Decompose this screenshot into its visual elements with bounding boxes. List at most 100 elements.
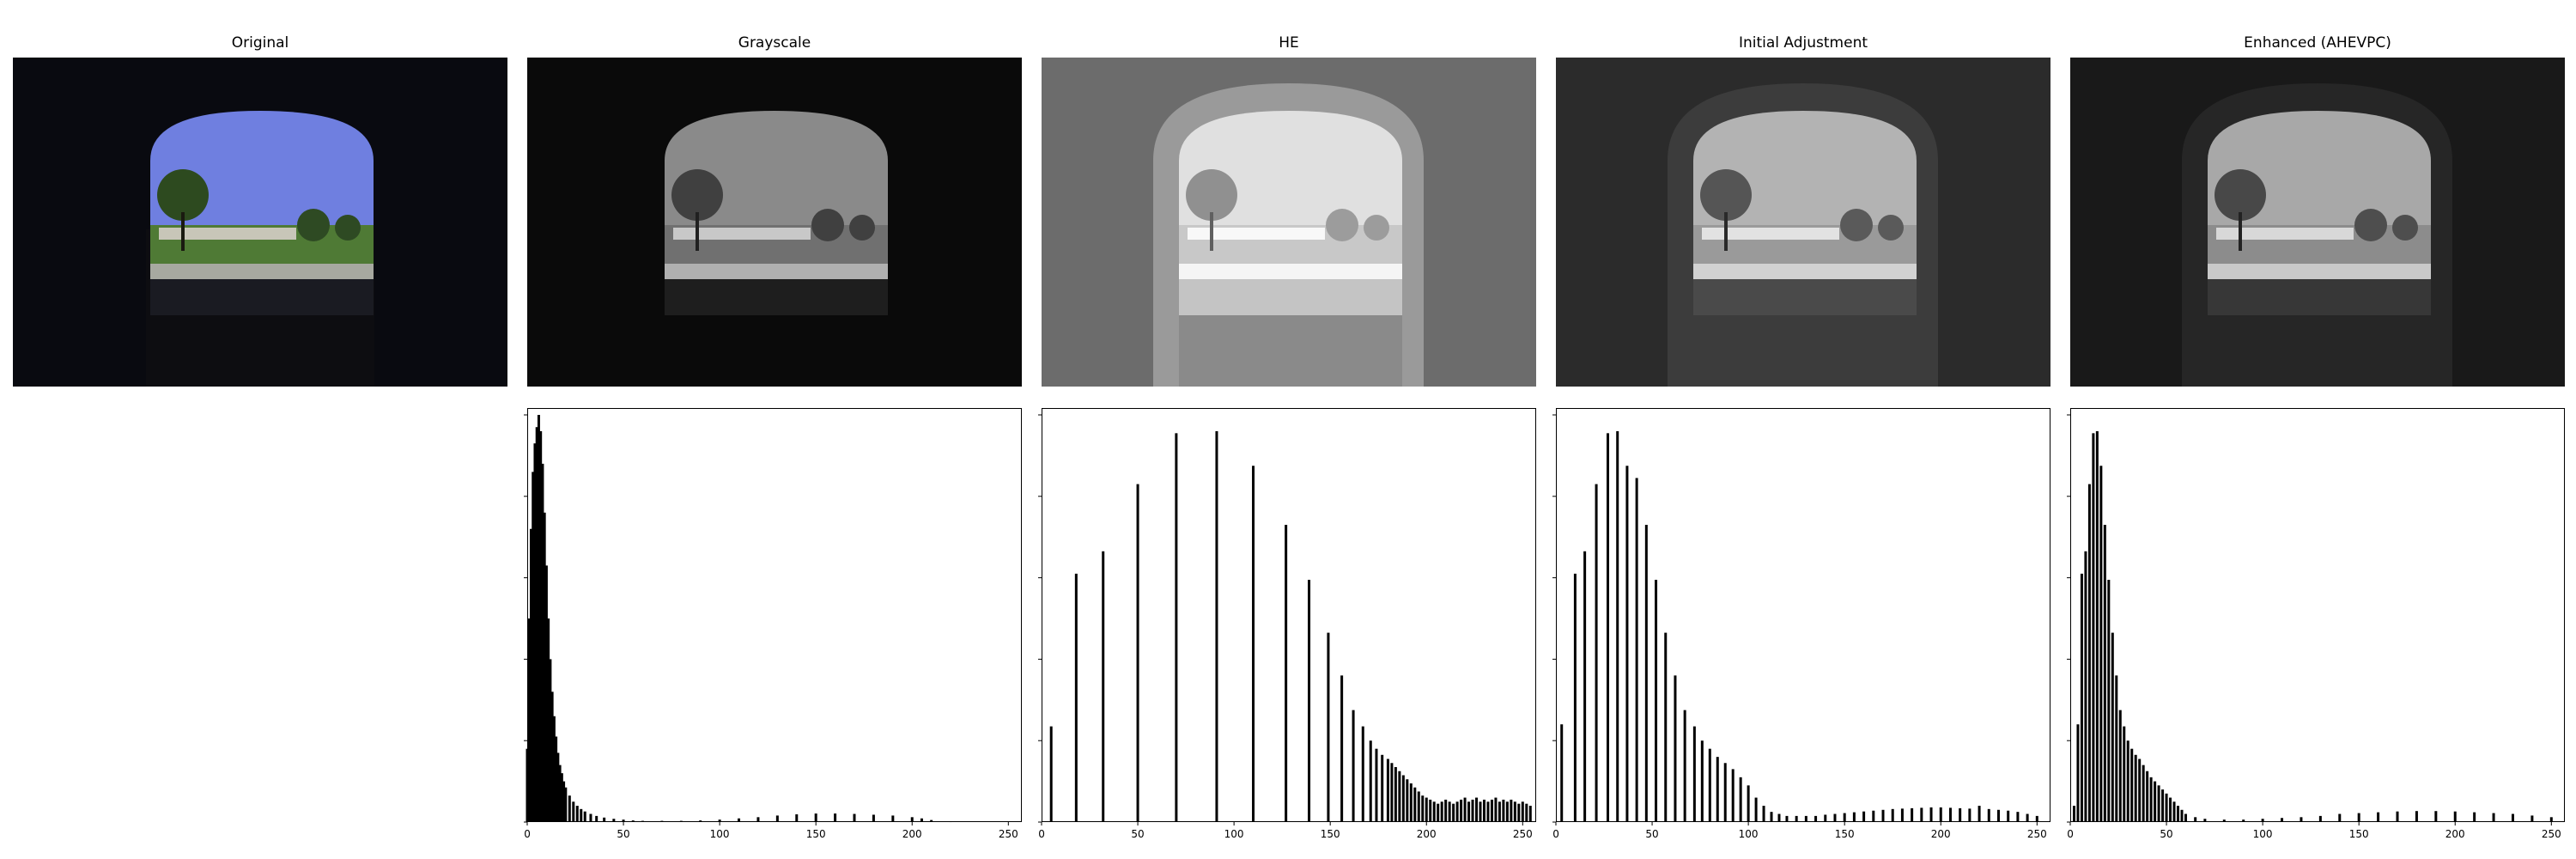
histogram-bar (2149, 777, 2153, 822)
histogram-bar (1390, 763, 1394, 822)
histogram-bar (1700, 740, 1704, 822)
histogram-bar (1655, 579, 1658, 822)
histogram-bar (1361, 726, 1364, 822)
histogram-bar (2026, 813, 2029, 822)
histogram-bar (2453, 811, 2457, 822)
grayscale-image (527, 58, 1022, 387)
histogram-bar (526, 748, 529, 822)
histogram-bar (543, 512, 546, 822)
histogram-bar (910, 817, 914, 822)
histogram-bar (1463, 797, 1467, 822)
histogram-bar (1215, 430, 1218, 822)
histogram-bar (1352, 710, 1355, 822)
histogram-bar (1513, 801, 1516, 822)
histogram-bar (2080, 573, 2083, 822)
x-tick-label: 50 (617, 828, 629, 840)
histogram-bar (1872, 810, 1875, 822)
histogram-bar (2092, 433, 2095, 822)
histogram-bar (939, 821, 943, 822)
he-image (1042, 58, 1536, 387)
histogram-bar (1467, 801, 1471, 822)
histogram-bar (544, 565, 548, 822)
histogram-bar (2194, 817, 2197, 822)
histogram-bar (1833, 813, 1837, 822)
histogram-bar (1852, 812, 1856, 822)
histogram-bar (1948, 807, 1952, 822)
histogram-bar (529, 528, 532, 822)
x-tick-label: 0 (2067, 828, 2074, 840)
x-tick-label: 250 (2027, 828, 2047, 840)
histogram-bar (1175, 433, 1178, 822)
histogram-bar (1444, 799, 1448, 822)
histogram-bar (1517, 803, 1521, 822)
x-tick-label: 100 (1224, 828, 1244, 840)
histogram-bar (1340, 675, 1344, 822)
histogram-bar (1978, 806, 1981, 822)
histogram-bar (1409, 783, 1413, 822)
plot-frame (527, 408, 1022, 822)
histogram-bar (949, 821, 952, 823)
original-image (13, 58, 507, 387)
histogram-bar (1595, 484, 1598, 822)
histogram-bar (572, 801, 575, 822)
x-tick-label: 200 (1931, 828, 1951, 840)
histogram-bar (853, 813, 856, 822)
histogram-bar (2415, 811, 2418, 822)
histogram-bar (1692, 726, 1696, 822)
histogram-bar (2177, 806, 2180, 822)
panel-title-he: HE (1279, 34, 1299, 52)
histogram-bar (1386, 758, 1389, 822)
histogram-initial-adjustment: 0 50 100 150 200 250 (1552, 408, 2050, 840)
histogram-bar (1708, 748, 1711, 822)
histogram-bar (1455, 801, 1459, 822)
histogram-bar (930, 819, 933, 822)
histogram-bar (2126, 740, 2129, 822)
x-tick-label: 150 (2349, 828, 2369, 840)
histogram-bar (1814, 815, 1818, 822)
histogram-bar (2142, 765, 2145, 822)
histogram-bar (1770, 812, 1773, 822)
histogram-bar (1616, 430, 1619, 822)
histogram-bar (2511, 813, 2514, 822)
histogram-bar (2169, 797, 2172, 822)
histogram-bar (1505, 801, 1509, 822)
x-tick-label: 100 (2253, 828, 2273, 840)
x-tick-label: 0 (1552, 828, 1559, 840)
histogram-bar (549, 659, 552, 822)
histogram-bar (2115, 675, 2118, 822)
histogram-bar (1375, 748, 1378, 822)
histogram-bar (1327, 632, 1330, 822)
histogram-bar (2492, 813, 2495, 822)
histogram-bar (2103, 524, 2106, 822)
histogram-bar (535, 427, 538, 822)
histogram-bar (532, 472, 535, 822)
histogram-bar (660, 820, 664, 822)
histogram-bar (1754, 797, 1758, 822)
histogram-bar (568, 795, 571, 822)
histogram-bar (552, 716, 556, 822)
histogram-bar (1479, 801, 1482, 822)
histogram-bar (2072, 806, 2075, 822)
panel-title-initial-adjustment: Initial Adjustment (1738, 34, 1868, 52)
histogram-bar (2161, 789, 2165, 822)
histogram-bar (1607, 433, 1610, 822)
histogram-bar (2107, 579, 2111, 822)
histogram-bar (1929, 807, 1933, 822)
histogram-bar (1920, 807, 1923, 822)
histogram-bar (2222, 819, 2226, 822)
histogram-bar (1510, 799, 1513, 822)
histogram-bar (2157, 785, 2160, 822)
histogram-bar (775, 815, 779, 822)
histogram-bar (814, 813, 817, 822)
x-tick-label: 200 (2445, 828, 2465, 840)
histogram-bar (1136, 484, 1139, 822)
histogram-bar (1739, 777, 1742, 822)
histogram-bar (550, 691, 554, 822)
histogram-bar (2087, 484, 2091, 822)
histogram-bar (920, 818, 923, 822)
histogram-bar (2261, 819, 2264, 822)
panel-title-enhanced: Enhanced (AHEVPC) (2244, 34, 2391, 52)
plot-frame (1042, 408, 1536, 822)
histogram-bar (539, 430, 543, 822)
x-tick-label: 100 (1739, 828, 1759, 840)
